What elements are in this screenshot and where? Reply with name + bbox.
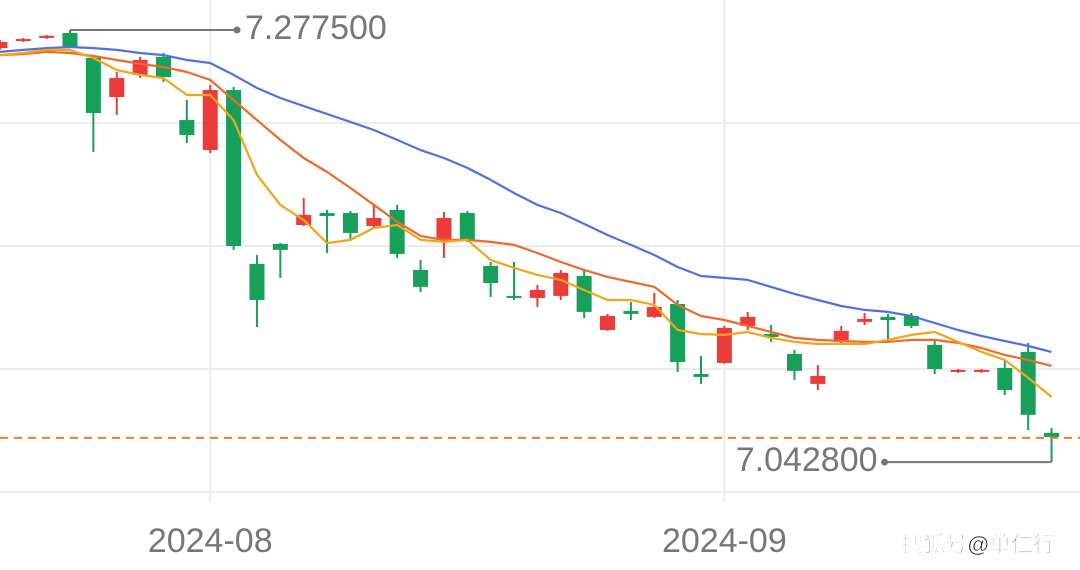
candle-body bbox=[62, 32, 78, 47]
candle-body bbox=[973, 369, 989, 372]
candle-body bbox=[646, 306, 662, 317]
candle-body bbox=[786, 353, 802, 371]
x-tick-label: 2024-08 bbox=[148, 522, 273, 560]
candle-body bbox=[15, 39, 31, 42]
candle-body bbox=[319, 213, 335, 216]
candle-body bbox=[506, 295, 522, 298]
candle-body bbox=[109, 78, 125, 98]
candle-body bbox=[342, 213, 358, 233]
candle-body bbox=[810, 375, 826, 384]
candle-body bbox=[389, 209, 405, 254]
candle-body bbox=[600, 315, 616, 330]
candle-body bbox=[670, 304, 686, 363]
candle-body bbox=[623, 310, 639, 314]
candle-body bbox=[763, 334, 779, 337]
candle-body bbox=[833, 330, 849, 342]
annotation-dot bbox=[881, 458, 889, 466]
candle-body bbox=[997, 367, 1013, 390]
candle-body bbox=[529, 290, 545, 298]
candle-body bbox=[553, 272, 569, 296]
plot-area bbox=[0, 30, 1080, 463]
candle-body bbox=[39, 35, 55, 38]
candle-body bbox=[202, 90, 218, 151]
x-tick-label: 2024-09 bbox=[662, 522, 787, 560]
candle-body bbox=[576, 276, 592, 312]
candle-body bbox=[950, 369, 966, 372]
candle-body bbox=[903, 315, 919, 326]
candle-body bbox=[249, 263, 265, 300]
moving-average-line bbox=[0, 48, 1053, 398]
candle-body bbox=[1044, 432, 1060, 437]
candle-body bbox=[1020, 351, 1036, 415]
annotation-dot bbox=[233, 26, 241, 34]
candle-body bbox=[483, 265, 499, 284]
candle-body bbox=[0, 41, 8, 49]
candle-body bbox=[272, 243, 288, 250]
candle-body bbox=[459, 213, 475, 240]
watermark: 搜狐号@单仁行 bbox=[902, 532, 1055, 557]
candle-body bbox=[85, 58, 101, 114]
candle-body bbox=[880, 316, 896, 321]
candle-body bbox=[693, 373, 709, 377]
candle-body bbox=[716, 327, 732, 363]
annotation-label: 7.042800 bbox=[736, 441, 878, 479]
annotation-label: 7.277500 bbox=[245, 9, 387, 47]
candle-body bbox=[436, 218, 452, 240]
candle-body bbox=[740, 316, 756, 326]
moving-average-line bbox=[0, 45, 1052, 353]
candle-body bbox=[927, 344, 943, 369]
candle-body bbox=[413, 269, 429, 287]
candle-body bbox=[179, 120, 195, 135]
labels: 2024-08 2024-09 7.277500 7.042800 bbox=[70, 9, 1052, 560]
candle-body bbox=[366, 218, 382, 226]
candle-body bbox=[857, 318, 873, 322]
